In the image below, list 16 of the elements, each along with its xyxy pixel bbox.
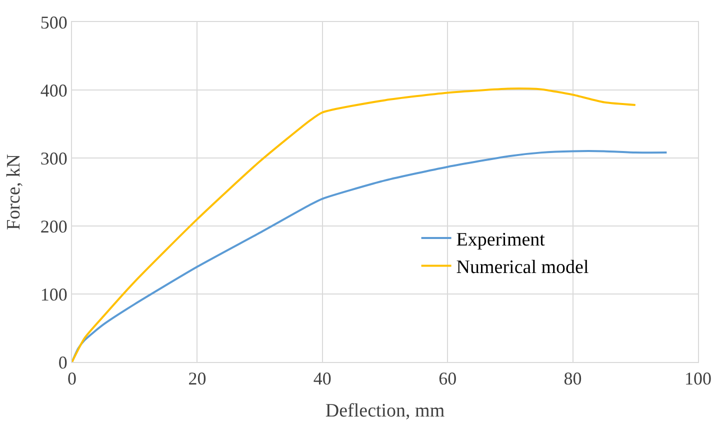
x-tick-label: 40	[313, 368, 332, 389]
x-tick-label: 80	[564, 368, 582, 389]
y-tick-label: 0	[58, 352, 68, 372]
y-tick-label: 300	[40, 148, 68, 168]
y-tick-label: 100	[40, 284, 68, 304]
x-tick-label: 100	[684, 368, 712, 389]
y-tick-label: 500	[40, 12, 68, 32]
x-axis-title: Deflection, mm	[325, 400, 445, 422]
y-tick-label: 200	[40, 216, 68, 236]
legend-label: Numerical model	[456, 257, 589, 278]
x-tick-label: 20	[188, 368, 206, 389]
line-series	[72, 88, 636, 362]
y-axis-title: Force, kN	[3, 154, 24, 230]
x-tick-label: 60	[438, 368, 457, 389]
y-tick-label: 400	[40, 80, 68, 100]
legend-label: Experiment	[456, 229, 546, 250]
